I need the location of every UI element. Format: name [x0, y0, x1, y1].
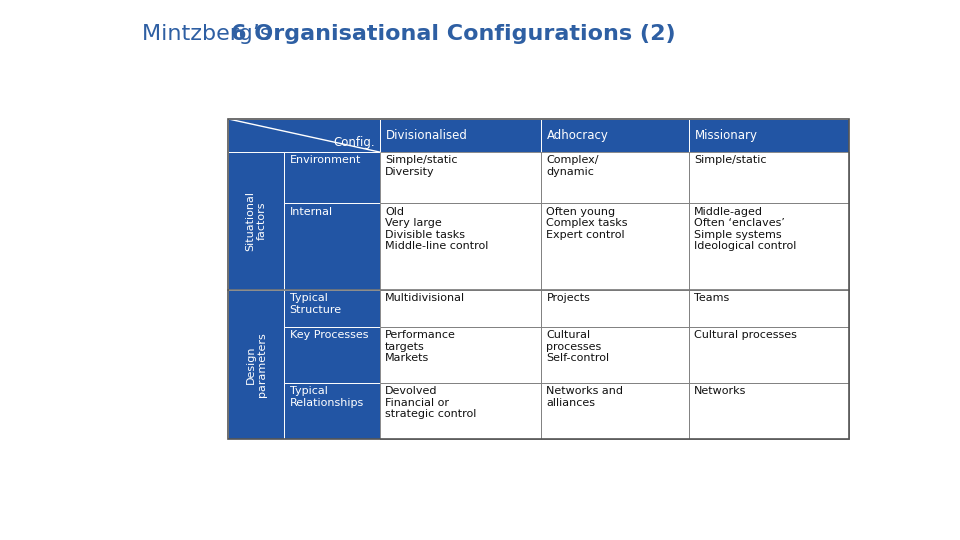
Bar: [228, 290, 284, 439]
Bar: [284, 290, 380, 327]
Text: Networks: Networks: [694, 386, 747, 396]
Text: Design
parameters: Design parameters: [246, 332, 267, 397]
Text: Complex/
dynamic: Complex/ dynamic: [546, 156, 599, 177]
Text: 6 Organisational Configurations (2): 6 Organisational Configurations (2): [231, 24, 676, 44]
Text: Simple/static: Simple/static: [694, 156, 767, 165]
Bar: [380, 290, 541, 327]
Text: Typical
Structure: Typical Structure: [290, 293, 342, 315]
Text: Simple/static
Diversity: Simple/static Diversity: [385, 156, 458, 177]
Text: Multidivisional: Multidivisional: [385, 293, 465, 303]
Text: Teams: Teams: [694, 293, 730, 303]
Bar: [228, 119, 849, 439]
Text: Situational
factors: Situational factors: [246, 191, 267, 251]
Bar: [541, 327, 689, 383]
Text: Mintzberg’s: Mintzberg’s: [142, 24, 278, 44]
Text: Typical
Relationships: Typical Relationships: [290, 386, 364, 408]
Text: Missionary: Missionary: [695, 129, 758, 142]
Bar: [380, 119, 541, 152]
Text: Old
Very large
Divisible tasks
Middle-line control: Old Very large Divisible tasks Middle-li…: [385, 206, 489, 251]
Bar: [541, 203, 689, 290]
Text: Environment: Environment: [290, 156, 361, 165]
Bar: [689, 290, 849, 327]
Bar: [380, 203, 541, 290]
Bar: [228, 152, 284, 290]
Bar: [228, 119, 380, 152]
Text: Devolved
Financial or
strategic control: Devolved Financial or strategic control: [385, 386, 476, 420]
Bar: [689, 327, 849, 383]
Bar: [541, 152, 689, 203]
Text: Performance
targets
Markets: Performance targets Markets: [385, 330, 456, 363]
Text: Cultural
processes
Self-control: Cultural processes Self-control: [546, 330, 610, 363]
Text: Adhocracy: Adhocracy: [547, 129, 609, 142]
Text: Config.: Config.: [334, 136, 375, 149]
Text: Internal: Internal: [290, 206, 333, 217]
Text: Middle-aged
Often ‘enclaves’
Simple systems
Ideological control: Middle-aged Often ‘enclaves’ Simple syst…: [694, 206, 797, 251]
Bar: [541, 119, 689, 152]
Text: Cultural processes: Cultural processes: [694, 330, 797, 340]
Bar: [689, 203, 849, 290]
Bar: [380, 327, 541, 383]
Bar: [689, 383, 849, 439]
Bar: [380, 383, 541, 439]
Bar: [284, 383, 380, 439]
Bar: [541, 383, 689, 439]
Bar: [541, 290, 689, 327]
Bar: [284, 203, 380, 290]
Text: Often young
Complex tasks
Expert control: Often young Complex tasks Expert control: [546, 206, 628, 240]
Bar: [689, 119, 849, 152]
Text: Divisionalised: Divisionalised: [386, 129, 468, 142]
Bar: [284, 327, 380, 383]
Bar: [689, 152, 849, 203]
Text: Projects: Projects: [546, 293, 590, 303]
Text: Key Processes: Key Processes: [290, 330, 369, 340]
Bar: [284, 152, 380, 203]
Text: Networks and
alliances: Networks and alliances: [546, 386, 623, 408]
Bar: [380, 152, 541, 203]
